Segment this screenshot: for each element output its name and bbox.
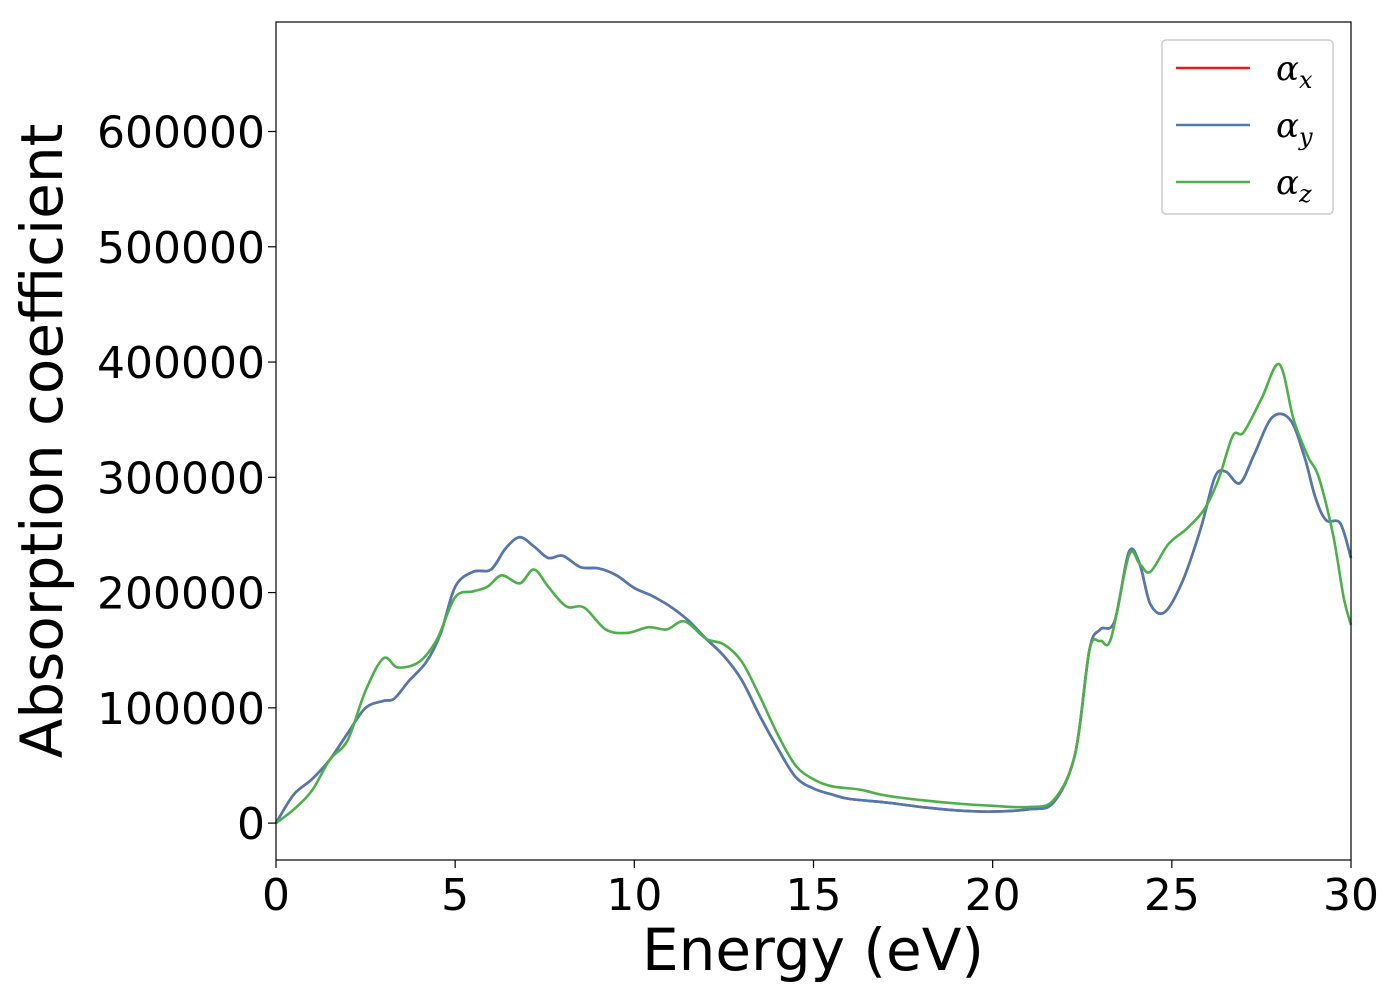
y-tick-label: 200000 [97,569,265,620]
y-tick-label: 100000 [97,684,265,735]
legend-box [1161,39,1334,215]
y-tick-label: 500000 [97,223,265,274]
y-tick-label: 0 [237,799,265,850]
x-tick-label: 25 [1144,870,1200,921]
x-axis-ticks: 0 5 10 15 20 25 30 [262,860,1379,921]
x-axis-label: Energy (eV) [642,916,984,984]
y-tick-label: 300000 [97,453,265,504]
x-tick-label: 5 [441,870,469,921]
series-line-z [275,362,1353,825]
x-tick-label: 10 [606,870,662,921]
legend: αx αy αz [1161,39,1334,215]
x-tick-label: 0 [262,870,290,921]
x-tick-label: 30 [1323,870,1379,921]
legend-label-x: αx [1276,49,1313,94]
y-axis-ticks: 0 100000 200000 300000 400000 500000 600000 [97,108,276,850]
y-axis-label: Absorption coefficient [8,124,76,759]
legend-label-y: αy [1276,106,1313,151]
x-tick-label: 15 [786,870,842,921]
y-tick-label: 600000 [97,108,265,159]
y-tick-label: 400000 [97,338,265,389]
x-tick-label: 20 [965,870,1021,921]
series-layer [274,362,1353,825]
legend-label-z: αz [1276,163,1312,208]
